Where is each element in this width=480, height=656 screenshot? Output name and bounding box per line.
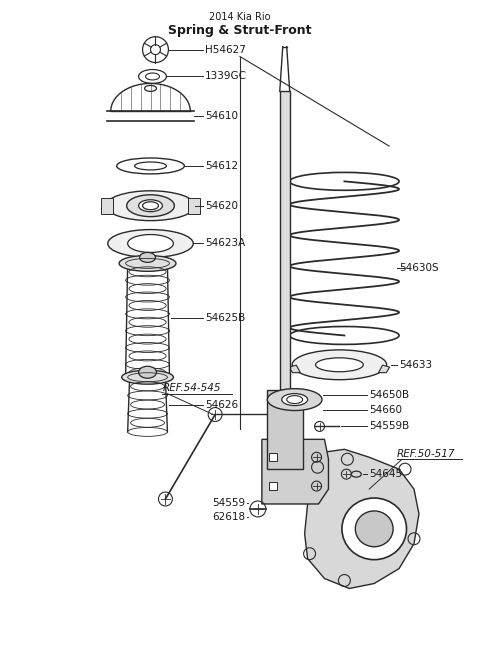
Text: 54620: 54620 — [205, 201, 238, 211]
Text: 54559: 54559 — [212, 498, 245, 508]
Ellipse shape — [139, 366, 156, 379]
Text: 54612: 54612 — [205, 161, 239, 171]
Ellipse shape — [267, 388, 322, 411]
Ellipse shape — [342, 498, 407, 560]
Ellipse shape — [127, 195, 174, 216]
Text: Spring & Strut-Front: Spring & Strut-Front — [168, 24, 312, 37]
Ellipse shape — [282, 394, 308, 405]
Text: 54650B: 54650B — [369, 390, 409, 400]
Ellipse shape — [351, 471, 361, 477]
Text: 54623A: 54623A — [205, 239, 245, 249]
Text: 54559B: 54559B — [369, 421, 409, 432]
Text: 54610: 54610 — [205, 112, 238, 121]
Ellipse shape — [106, 191, 195, 220]
Text: 1339GC: 1339GC — [205, 72, 247, 81]
Text: REF.50-517: REF.50-517 — [397, 449, 456, 459]
Polygon shape — [305, 449, 419, 588]
Bar — [188, 197, 200, 214]
Ellipse shape — [292, 350, 387, 380]
Text: 54626: 54626 — [205, 400, 239, 409]
Ellipse shape — [140, 253, 156, 262]
Polygon shape — [289, 365, 300, 373]
Ellipse shape — [315, 358, 363, 372]
Text: H54627: H54627 — [205, 45, 246, 54]
Text: 54645: 54645 — [369, 469, 402, 479]
Text: 54633: 54633 — [399, 359, 432, 370]
Bar — [269, 453, 277, 461]
Text: 54660: 54660 — [369, 405, 402, 415]
Ellipse shape — [128, 235, 173, 253]
Bar — [267, 390, 302, 469]
Bar — [101, 197, 113, 214]
Text: REF.54-545: REF.54-545 — [162, 382, 221, 393]
Text: 54630S: 54630S — [399, 263, 439, 274]
Text: 62618: 62618 — [212, 512, 245, 522]
Text: 2014 Kia Rio: 2014 Kia Rio — [209, 12, 271, 22]
Ellipse shape — [108, 230, 193, 257]
Ellipse shape — [139, 199, 162, 212]
Ellipse shape — [119, 255, 176, 272]
Ellipse shape — [122, 370, 173, 384]
Text: 54625B: 54625B — [205, 313, 245, 323]
Bar — [269, 482, 277, 490]
Polygon shape — [379, 365, 390, 373]
Ellipse shape — [355, 511, 393, 546]
Bar — [280, 91, 290, 390]
Polygon shape — [262, 440, 328, 504]
